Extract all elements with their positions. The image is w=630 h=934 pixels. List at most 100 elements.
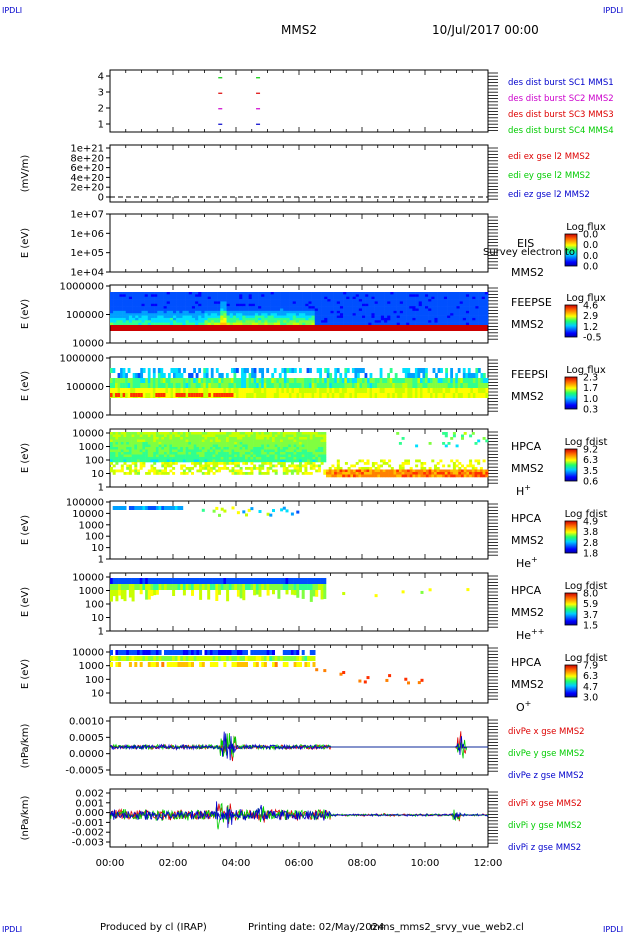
hpca-h-panel-cell bbox=[142, 462, 146, 465]
feeps-e-panel-cell bbox=[125, 292, 130, 295]
hpca-h-panel-cell bbox=[242, 449, 246, 453]
feeps-e-panel-cell bbox=[223, 296, 227, 300]
feeps-e-panel-cell bbox=[453, 296, 457, 300]
feeps-e-panel-cell bbox=[475, 320, 479, 323]
feeps-e-panel-cell bbox=[229, 315, 234, 319]
feeps-e-panel-cell bbox=[393, 292, 397, 295]
feeps-e-panel-cell bbox=[217, 317, 221, 321]
hpca-h-panel-cell bbox=[218, 437, 221, 440]
hpca-h-panel-cell bbox=[126, 444, 130, 448]
feeps-i-panel-cell bbox=[404, 368, 408, 373]
feeps-e-panel-cell bbox=[425, 306, 429, 309]
feeps-e-panel-cell bbox=[110, 301, 114, 305]
hpca-h-panel-cell bbox=[120, 454, 124, 458]
hpca-h-panel-cell bbox=[420, 472, 424, 475]
hpca-hepp-panel-cell bbox=[120, 584, 124, 590]
feeps-e-panel-cell bbox=[330, 320, 334, 323]
feeps-e-panel-cell bbox=[431, 299, 435, 302]
hpca-h-panel-cell bbox=[234, 454, 238, 458]
feeps-e-panel-cell bbox=[122, 306, 127, 309]
feeps-i-panel-cell bbox=[225, 393, 229, 397]
feeps-e-panel-cell bbox=[198, 310, 202, 314]
hpca-hepp-panel-cell bbox=[128, 590, 132, 598]
feeps-e-panel-cell bbox=[113, 299, 117, 302]
hpca-h-panel-cell bbox=[180, 464, 184, 468]
feeps-e-panel-cell bbox=[475, 296, 479, 300]
hpca-hepp-panel-cell bbox=[261, 584, 265, 590]
feeps-e-panel-cell bbox=[258, 294, 262, 298]
hpca-h-panel-cell bbox=[255, 447, 259, 450]
hpca-o-panel-cell bbox=[118, 656, 122, 661]
feeps-e-panel-cell bbox=[425, 315, 429, 319]
feeps-e-panel-cell bbox=[176, 296, 180, 300]
hpca-h-panel-cell bbox=[134, 434, 138, 438]
feeps-e-panel-cell bbox=[232, 315, 237, 319]
hpca-h-panel-cell bbox=[161, 457, 165, 460]
hpca-h-panel-cell bbox=[274, 454, 278, 458]
mission-title: MMS2 bbox=[281, 23, 317, 37]
feeps-e-panel-cell bbox=[355, 310, 360, 314]
hpca-h-panel-cell bbox=[285, 434, 289, 438]
hpca-h-panel-cell bbox=[188, 467, 192, 470]
hpca-h-panel-cell bbox=[374, 462, 378, 465]
feeps-e-panel-cell bbox=[469, 296, 473, 300]
hpca-hepp-panel-cell bbox=[401, 590, 405, 594]
hpca-h-panel-cell bbox=[469, 469, 473, 473]
feeps-i-panel-cell bbox=[296, 383, 300, 388]
hpca-hepp-panel-species-label: He++ bbox=[516, 627, 544, 642]
hpca-h-panel-cell bbox=[147, 459, 151, 463]
hpca-h-panel-cell bbox=[231, 462, 235, 465]
feeps-i-panel-cell bbox=[299, 378, 302, 383]
hpca-h-panel-cell bbox=[253, 459, 257, 463]
hpca-h-panel-cell bbox=[209, 437, 213, 440]
feeps-e-panel-cell bbox=[116, 310, 120, 314]
hpca-h-panel-cell bbox=[161, 454, 165, 458]
feeps-e-panel-cell bbox=[377, 299, 382, 302]
hpca-h-panel-cell bbox=[234, 449, 238, 453]
hpca-h-panel-colorbar-tick: 0.6 bbox=[583, 477, 598, 488]
hpca-h-panel-cell bbox=[226, 444, 230, 448]
feeps-e-panel-cell bbox=[343, 315, 347, 319]
feeps-e-panel-cell bbox=[308, 296, 312, 300]
hpca-h-panel-cell bbox=[398, 467, 402, 470]
feeps-e-panel-cell bbox=[132, 306, 136, 309]
hpca-o-panel-colorbar-tick: 6.3 bbox=[583, 671, 598, 682]
hpca-h-panel-cell bbox=[145, 437, 149, 440]
feeps-i-panel-cell bbox=[170, 368, 174, 373]
feeps-e-panel-cell bbox=[150, 320, 155, 323]
feeps-e-panel-cell bbox=[128, 308, 133, 312]
hpca-h-panel-cell bbox=[137, 434, 140, 438]
feeps-e-panel-cell bbox=[409, 310, 413, 314]
feeps-e-panel-cell bbox=[207, 299, 212, 302]
feeps-e-panel-cell bbox=[141, 313, 145, 316]
hpca-h-panel-cell bbox=[207, 447, 211, 450]
feeps-e-panel-cell bbox=[311, 317, 316, 321]
hpca-h-panel-cell bbox=[212, 452, 216, 455]
feeps-e-panel-cell bbox=[160, 315, 164, 319]
hpca-he-panel-cell bbox=[285, 509, 289, 513]
feeps-e-panel-cell bbox=[368, 292, 372, 295]
feeps-e-panel-cell bbox=[459, 306, 464, 309]
hpca-h-panel-cell bbox=[207, 439, 211, 443]
feeps-e-panel-cell bbox=[135, 294, 139, 298]
hpca-h-panel-cell bbox=[174, 452, 178, 455]
hpca-h-panel-cell bbox=[272, 469, 275, 473]
feeps-e-panel-cell bbox=[311, 313, 316, 316]
hpca-h-panel-cell bbox=[312, 467, 316, 470]
feeps-e-panel-cell bbox=[195, 294, 199, 298]
hpca-hepp-panel-cell bbox=[266, 578, 270, 584]
hpca-h-panel-cell bbox=[317, 449, 321, 453]
feeps-e-panel-cell bbox=[157, 310, 161, 314]
feeps-e-panel-cell bbox=[213, 301, 218, 305]
feeps-i-panel-cell bbox=[409, 388, 413, 393]
hpca-h-panel-cell bbox=[112, 472, 116, 475]
hpca-h-panel-cell bbox=[185, 432, 189, 435]
feeps-e-panel-cell bbox=[465, 310, 470, 314]
feeps-i-panel-cell bbox=[336, 383, 340, 388]
feeps-i-panel-cell bbox=[137, 383, 141, 388]
feeps-e-panel-cell bbox=[141, 292, 145, 295]
hpca-hepp-panel-cell bbox=[263, 584, 267, 590]
feeps-i-panel-cell bbox=[225, 373, 229, 378]
feeps-i-panel-cell bbox=[425, 383, 428, 388]
feeps-e-panel-cell bbox=[346, 320, 350, 323]
